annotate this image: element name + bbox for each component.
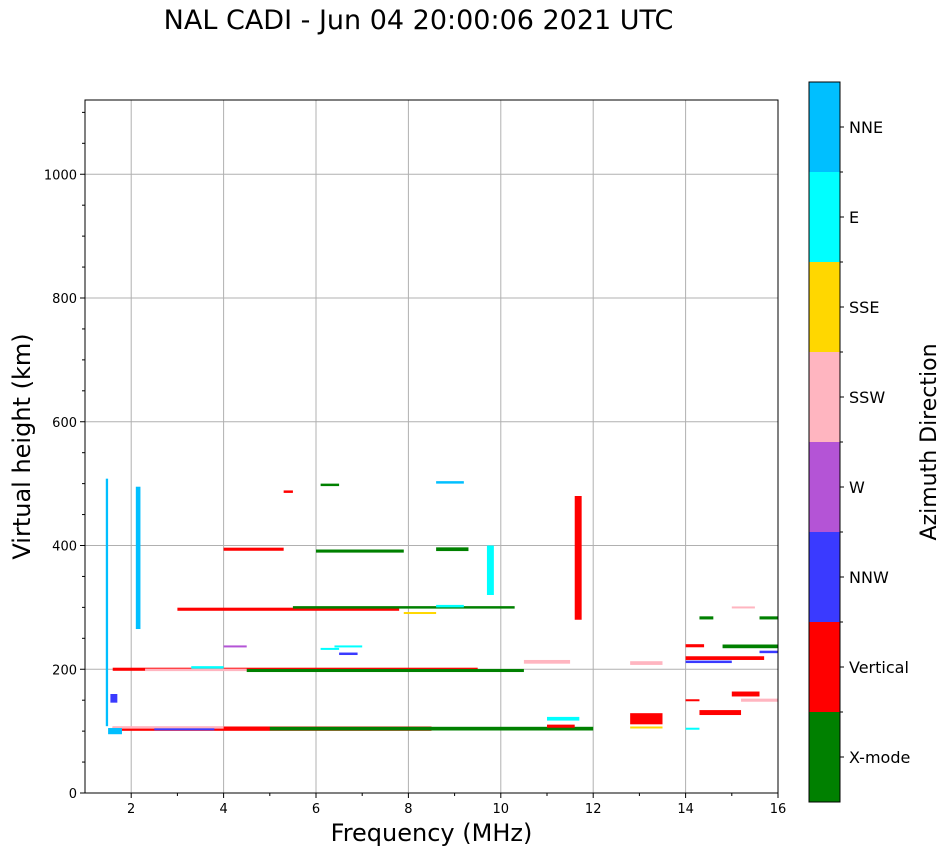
echo-trace	[154, 728, 215, 731]
echo-trace	[574, 496, 582, 620]
echo-trace	[699, 616, 714, 620]
echo-trace	[547, 716, 580, 721]
echo-trace	[685, 644, 705, 648]
colorbar-swatch-vertical	[809, 622, 840, 712]
echo-trace	[759, 650, 778, 654]
echo-trace	[731, 606, 755, 609]
colorbar-tick-label: Vertical	[849, 658, 909, 677]
echo-trace	[630, 713, 663, 725]
x-axis-label: Frequency (MHz)	[331, 819, 533, 847]
echo-trace	[246, 668, 524, 673]
colorbar-tick-label: W	[849, 478, 865, 497]
colorbar: X-mode Vertical NNW W SSW SSE E NNE	[808, 81, 910, 803]
colorbar-tick-label: SSW	[849, 388, 885, 407]
echo-trace	[630, 726, 663, 729]
echo-trace	[320, 483, 340, 487]
y-tick-label: 600	[52, 416, 77, 431]
y-tick-label: 800	[52, 292, 77, 307]
y-tick-label: 400	[52, 540, 77, 555]
chart-title: NAL CADI - Jun 04 20:00:06 2021 UTC	[163, 5, 674, 36]
x-tick-label: 14	[677, 802, 694, 817]
echo-trace	[741, 698, 778, 702]
echo-trace	[436, 481, 464, 484]
echo-traces	[105, 478, 778, 735]
echo-trace	[685, 656, 765, 660]
x-axis: 2 4 6 8 10 12 14 16	[127, 793, 786, 817]
y-axis: 0 200 400 600 800 1000	[44, 111, 85, 802]
echo-trace	[731, 691, 760, 697]
x-tick-label: 4	[219, 802, 227, 817]
plot-frame	[84, 99, 779, 794]
colorbar-swatch-w	[809, 442, 840, 532]
y-tick-label: 0	[69, 787, 77, 802]
echo-trace	[685, 699, 700, 702]
echo-trace	[223, 547, 284, 551]
echo-trace	[177, 607, 400, 611]
colorbar-label: Azimuth Direction	[917, 343, 942, 540]
y-tick-label: 200	[52, 663, 77, 678]
x-tick-label: 10	[493, 802, 510, 817]
colorbar-frame	[808, 81, 841, 803]
echo-trace	[403, 612, 437, 615]
x-tick-label: 2	[127, 802, 135, 817]
colorbar-swatch-x-mode	[809, 712, 840, 802]
colorbar-swatch-nnw	[809, 532, 840, 622]
colorbar-swatch-nne	[809, 82, 840, 172]
echo-trace	[320, 647, 340, 650]
echo-trace	[334, 645, 363, 648]
echo-trace	[339, 652, 358, 656]
echo-trace	[110, 694, 118, 703]
echo-trace	[523, 659, 571, 664]
echo-trace	[436, 604, 464, 608]
echo-trace	[436, 547, 469, 552]
echo-trace	[685, 660, 732, 664]
echo-trace	[223, 645, 247, 648]
colorbar-tick-label: NNE	[849, 118, 883, 137]
echo-trace	[547, 724, 575, 728]
colorbar-tick-label: SSE	[849, 298, 879, 317]
echo-trace	[292, 606, 515, 609]
x-tick-label: 12	[585, 802, 602, 817]
echo-trace	[630, 661, 663, 665]
echo-trace	[269, 726, 594, 731]
echo-trace	[135, 486, 141, 630]
echo-trace	[759, 616, 778, 620]
colorbar-tick-label: NNW	[849, 568, 889, 587]
echo-trace	[191, 666, 224, 669]
echo-trace	[105, 478, 109, 727]
y-axis-label: Virtual height (km)	[8, 333, 36, 559]
echo-trace	[108, 728, 122, 735]
grid	[85, 100, 779, 794]
echo-trace	[316, 549, 404, 553]
colorbar-tick-label: E	[849, 208, 859, 227]
echo-trace	[283, 490, 293, 493]
echo-trace	[145, 668, 247, 672]
echo-trace	[699, 710, 742, 716]
x-tick-label: 8	[404, 802, 412, 817]
echo-trace	[685, 727, 700, 730]
colorbar-swatch-e	[809, 172, 840, 262]
colorbar-swatch-sse	[809, 262, 840, 352]
echo-trace	[486, 545, 494, 595]
colorbar-tick-label: X-mode	[849, 748, 910, 767]
x-tick-label: 16	[770, 802, 787, 817]
x-tick-label: 6	[312, 802, 320, 817]
echo-trace	[112, 726, 224, 729]
echo-trace	[722, 644, 778, 649]
y-tick-label: 1000	[44, 168, 77, 183]
colorbar-swatch-ssw	[809, 352, 840, 442]
